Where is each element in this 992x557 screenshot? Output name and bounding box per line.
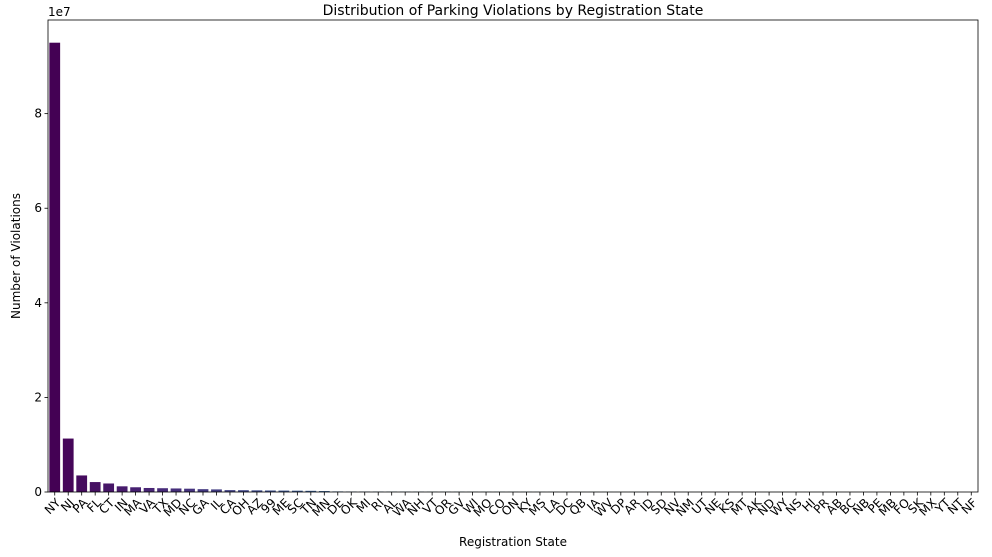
bar-nc [184, 488, 195, 492]
bar-az [251, 490, 263, 492]
bar-md [170, 488, 182, 492]
bar-ny [49, 42, 61, 492]
y-tick-label: 8 [34, 107, 42, 121]
bar-99 [265, 490, 276, 492]
bar-fl [89, 482, 101, 492]
chart-title: Distribution of Parking Violations by Re… [323, 3, 704, 19]
bar-oh [238, 490, 249, 492]
bar-tx [157, 488, 168, 492]
bar-mn [318, 491, 330, 492]
y-axis-offset-label: 1e7 [48, 5, 71, 19]
y-tick-label: 0 [34, 485, 42, 499]
bar-va [143, 487, 155, 492]
bar-ga [197, 489, 209, 492]
y-axis: 0 2 4 6 8 [34, 107, 48, 499]
bar-ma [130, 487, 141, 492]
bar-in [116, 486, 128, 492]
bar-tn [305, 490, 317, 492]
bar-sc [291, 490, 303, 492]
y-tick-label: 6 [34, 201, 42, 215]
plot-frame [47, 19, 979, 493]
bar-il [211, 489, 222, 492]
y-axis-label: Number of Violations [9, 193, 23, 319]
x-axis-label: Registration State [459, 535, 567, 549]
bar-pa [76, 475, 88, 492]
y-tick-label: 4 [34, 296, 42, 310]
bar-nj [62, 438, 74, 492]
y-tick-label: 2 [34, 390, 42, 404]
bar-ca [224, 490, 236, 492]
bar-me [278, 490, 290, 492]
bar-ct [103, 483, 115, 492]
